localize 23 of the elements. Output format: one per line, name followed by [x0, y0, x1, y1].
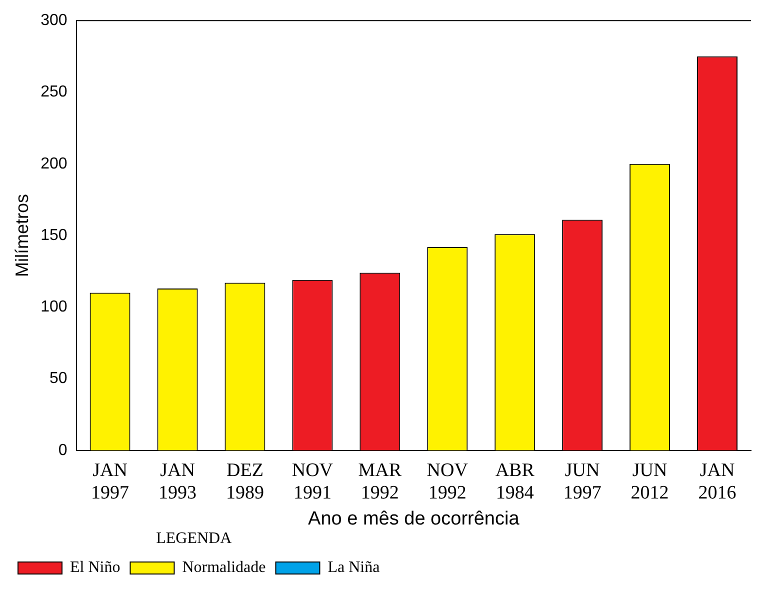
x-tick-label: JUN 2012 — [630, 460, 669, 504]
y-tick-label: 50 — [50, 370, 68, 388]
y-tick-label: 0 — [58, 442, 68, 459]
x-tick-label: JAN 1993 — [158, 460, 196, 504]
x-tick-label: MAR 1992 — [358, 460, 402, 504]
x-tick-label: JAN 1997 — [91, 460, 130, 504]
x-axis-title: Ano e mês de ocorrência — [308, 508, 520, 530]
legend-label: El Niño — [70, 559, 120, 576]
x-tick-label: ABR 1984 — [495, 460, 535, 504]
y-axis-title: Milímetros — [12, 194, 32, 278]
y-tick-label: 300 — [40, 12, 68, 30]
y-tick-label: 200 — [40, 155, 68, 172]
x-tick-label: JAN 2016 — [698, 460, 736, 504]
y-tick-label: 100 — [40, 298, 68, 316]
legend-label: La Niña — [328, 559, 380, 576]
x-tick-label: NOV 1991 — [292, 460, 334, 504]
y-tick-label: 150 — [40, 226, 68, 244]
x-tick-label: JUN 1997 — [563, 460, 602, 504]
x-tick-label: NOV 1992 — [426, 460, 468, 504]
legend-label: Normalidade — [182, 559, 266, 576]
legend-title: LEGENDA — [156, 530, 232, 548]
x-tick-label: DEZ 1989 — [226, 460, 264, 504]
y-tick-label: 250 — [40, 84, 68, 101]
